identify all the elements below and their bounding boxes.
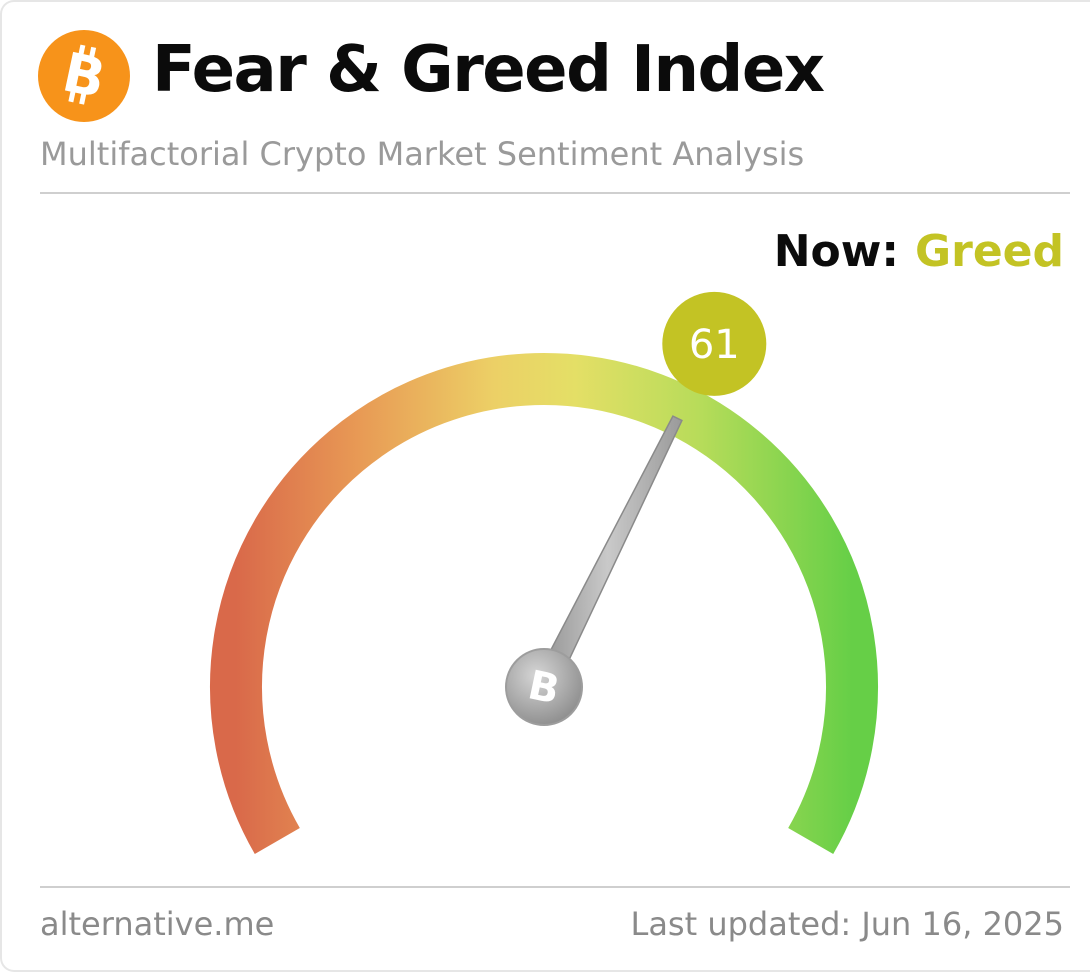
gauge-value: 61 [689,322,740,368]
last-updated: Last updated: Jun 16, 2025 [630,905,1064,943]
status-classification: Greed [915,226,1064,277]
page-title: Fear & Greed Index [152,33,825,107]
gauge-arc [210,353,878,854]
status-label: Now: [773,226,899,277]
source-link[interactable]: alternative.me [40,905,275,943]
value-badge: 61 [662,291,767,396]
page-subtitle: Multifactorial Crypto Market Sentiment A… [40,135,805,173]
top-divider [40,192,1070,194]
bitcoin-icon: B [505,648,583,726]
bitcoin-icon: B [38,30,130,122]
sentiment-gauge: B 61 [210,291,878,854]
bottom-divider [40,886,1070,888]
current-status: Now: Greed [774,230,1064,274]
